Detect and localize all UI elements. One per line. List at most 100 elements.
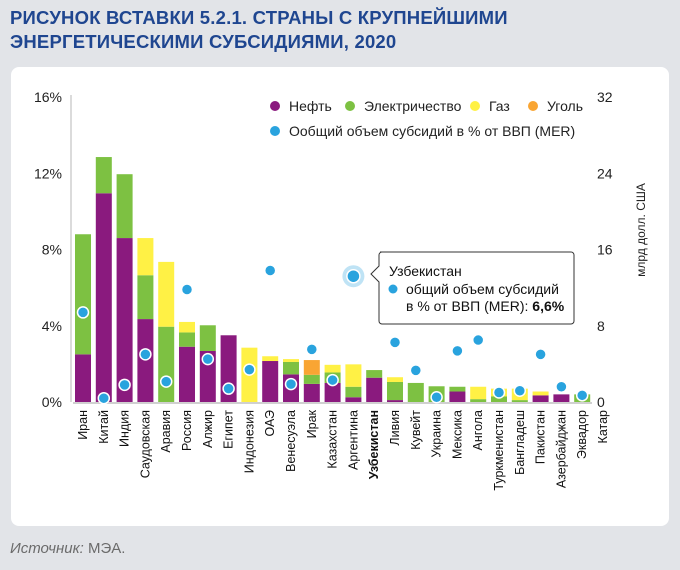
data-point (159, 375, 173, 388)
bar-segment (511, 400, 528, 402)
bar-segment (137, 238, 154, 276)
x-tick-label: Азербайджан (554, 410, 568, 488)
data-point (534, 348, 547, 361)
legend-marker (270, 101, 280, 111)
legend-marker (345, 101, 355, 111)
x-tick-label: Египет (222, 410, 236, 449)
bar-segment (491, 396, 507, 402)
data-point (201, 352, 215, 366)
x-tick-label: Пакистан (534, 410, 548, 464)
bar-segment (158, 261, 175, 327)
x-tick-label: Бангладеш (513, 410, 527, 475)
x-tick-label: ОАЭ (263, 410, 277, 437)
bar-segment (366, 377, 383, 402)
x-tick-label: Кувейт (409, 410, 423, 450)
y-axis-right-label: млрд долл. США (634, 183, 648, 277)
bar-segment (303, 374, 320, 384)
x-tick-label: Россия (180, 410, 194, 451)
bar-segment (303, 383, 320, 402)
data-point (388, 336, 402, 349)
tooltip-title: Узбекистан (389, 263, 462, 279)
x-tick-label: Венесуэла (284, 410, 298, 472)
bar-segment (449, 391, 466, 402)
x-tick-label: Туркменистан (492, 410, 506, 491)
bar-segment (553, 394, 570, 402)
bar-segment (532, 395, 549, 402)
bar-segment (449, 386, 466, 392)
data-point (139, 348, 152, 361)
y-tick-right: 16 (597, 242, 613, 258)
legend-label: Электричество (364, 98, 462, 114)
data-point (492, 386, 506, 399)
bar-segment (324, 364, 341, 373)
page-title: РИСУНОК ВСТАВКИ 5.2.1. СТРАНЫ С КРУПНЕЙШ… (10, 6, 610, 54)
y-tick-right: 8 (597, 318, 605, 334)
y-tick-left: 16% (34, 89, 62, 105)
x-tick-label: Аргентина (346, 410, 360, 470)
x-tick-label: Катар (596, 410, 610, 443)
bar-segment (262, 356, 279, 362)
data-point (222, 382, 235, 395)
bar-segment (179, 321, 195, 333)
tooltip-line-2: в % от ВВП (MER): 6,6% (406, 298, 565, 314)
legend-label: Нефть (289, 98, 332, 114)
y-tick-left: 12% (34, 165, 62, 181)
tooltip-box (370, 251, 575, 325)
bar-segment (387, 381, 403, 401)
legend-label: Уголь (547, 98, 583, 114)
source-note: Источник: МЭА. (10, 540, 125, 557)
bar-segment (283, 359, 299, 362)
bar-segment (345, 364, 362, 387)
data-point (243, 363, 256, 376)
bar-segment (75, 354, 91, 402)
y-tick-left: 8% (42, 242, 62, 258)
x-tick-label: Индия (118, 410, 132, 447)
bar-segment (470, 399, 487, 402)
bar-segment (345, 386, 362, 398)
bar-segment (407, 382, 424, 402)
bar-segment (158, 326, 175, 402)
bar-segment (532, 391, 549, 396)
y-tick-right: 0 (597, 394, 605, 410)
bar-segment (199, 325, 216, 352)
tooltip-marker (388, 284, 398, 294)
data-point (180, 283, 194, 296)
bar-segment (470, 386, 487, 400)
source-value: МЭА. (83, 540, 126, 557)
data-point-highlighted (346, 268, 361, 284)
data-point (263, 264, 277, 277)
x-tick-label: Аравия (159, 410, 173, 453)
data-point (451, 344, 464, 358)
x-tick-label: Саудовская (138, 410, 152, 478)
bar-segment (137, 275, 154, 320)
bar-segment (116, 174, 133, 239)
bar-segment (116, 238, 133, 402)
data-point (118, 378, 131, 392)
bar-segment (387, 400, 403, 402)
x-tick-label: Эквадор (575, 410, 589, 459)
title-line-1: РИСУНОК ВСТАВКИ 5.2.1. СТРАНЫ С КРУПНЕЙШ… (10, 7, 508, 28)
data-point (305, 343, 319, 356)
data-point (430, 390, 443, 404)
bar-segment (179, 332, 195, 347)
legend-label: Газ (489, 98, 510, 114)
bar-segment (262, 361, 279, 402)
bar-segment (179, 346, 195, 402)
source-label: Источник: (10, 540, 84, 557)
x-tick-label: Мексика (450, 410, 464, 459)
bar-segment (303, 360, 320, 375)
y-tick-right: 24 (597, 165, 613, 181)
x-tick-label: Алжир (201, 410, 215, 448)
x-tick-label: Казахстан (326, 410, 340, 469)
x-tick-label: Индонезия (242, 410, 256, 473)
x-tick-label: Ирак (305, 409, 319, 438)
title-line-2: ЭНЕРГЕТИЧЕСКИМИ СУБСИДИЯМИ, 2020 (10, 31, 397, 52)
legend-marker (270, 126, 280, 136)
x-tick-label: Ангола (471, 410, 485, 450)
legend-marker (470, 101, 480, 111)
y-tick-left: 4% (42, 318, 62, 334)
legend-marker (528, 101, 538, 111)
y-tick-right: 32 (597, 89, 613, 105)
data-point (409, 364, 423, 377)
